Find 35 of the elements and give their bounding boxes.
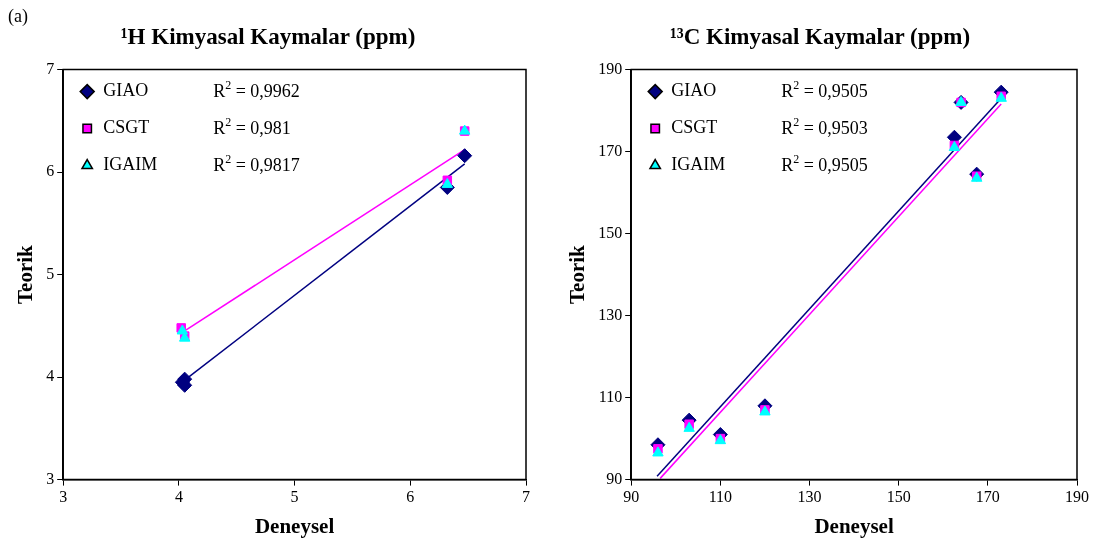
x-tick-label: 110 [708,488,733,506]
y-tick-label: 130 [598,305,623,323]
y-tick-label: 5 [46,264,55,282]
legend-label: GIAO [103,80,149,101]
text: (a) [8,6,28,27]
legend-label: CSGT [103,117,150,138]
legend-label: CSGT [671,117,718,138]
y-axis-title: Teorik [565,244,590,304]
y-tick-label: 170 [598,141,623,159]
y-tick-label: 7 [46,59,55,77]
y-tick-label: 110 [598,387,623,405]
x-axis-title: Deneysel [254,513,335,538]
y-tick-label: 150 [598,223,623,241]
y-tick-label: 90 [606,469,623,487]
y-tick-label: 190 [598,59,623,77]
x-tick-label: 4 [174,488,183,506]
x-tick-label: 130 [797,488,822,506]
x-tick-label: 6 [406,488,415,506]
legend-label: IGAIM [103,154,158,175]
x-axis-title: Deneysel [814,513,894,538]
chart-title: ¹³C Kimyasal Kaymalar (ppm) [669,23,971,49]
legend-label: IGAIM [671,154,726,175]
y-axis-title: Teorik [13,244,38,304]
x-tick-label: 170 [975,488,1000,506]
chart-title: ¹H Kimyasal Kaymalar (ppm) [120,23,416,49]
x-tick-label: 90 [623,488,640,506]
legend-label: GIAO [671,80,717,101]
y-tick-label: 3 [46,469,55,487]
x-tick-label: 5 [290,488,299,506]
x-tick-label: 150 [886,488,911,506]
y-tick-label: 6 [46,162,55,180]
x-tick-label: 3 [59,488,68,506]
x-tick-label: 190 [1065,488,1089,506]
y-tick-label: 4 [46,367,55,385]
x-tick-label: 7 [522,488,530,506]
